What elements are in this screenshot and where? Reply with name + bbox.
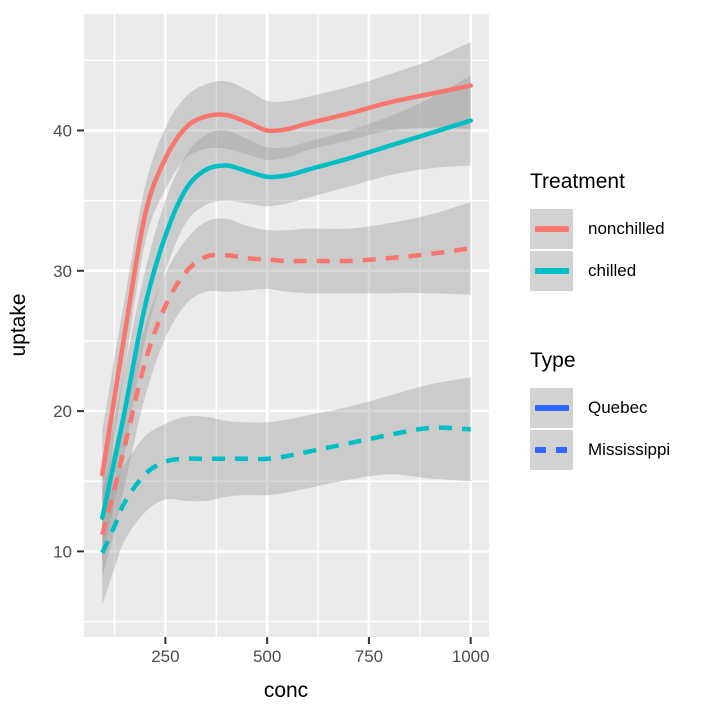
confidence-ribbon-quebec-nonchilled <box>102 42 471 518</box>
legend-key-box <box>530 430 573 470</box>
legend: Treatment nonchilled chilled Type Que <box>530 170 670 472</box>
smooth-line-mississippi-nonchilled <box>100 246 472 536</box>
legend-key-box <box>530 388 573 428</box>
y-tick-label-10: 10 <box>53 542 72 561</box>
confidence-ribbon-quebec-chilled <box>102 75 471 563</box>
y-tick-label-30: 30 <box>53 262 72 281</box>
confidence-ribbon-mississippi-chilled <box>102 377 471 605</box>
x-tick-label-1000: 1000 <box>452 647 490 666</box>
legend-item-mississippi: Mississippi <box>530 430 670 470</box>
x-tick-label-250: 250 <box>151 647 179 666</box>
legend-title-type: Type <box>530 349 576 372</box>
y-axis-title: uptake <box>7 293 30 356</box>
smooth-line-quebec-nonchilled <box>100 83 473 477</box>
legend-key-box <box>530 251 573 291</box>
plot-panel <box>84 14 489 637</box>
legend-item-nonchilled: nonchilled <box>530 209 670 249</box>
legend-label: Mississippi <box>588 440 671 459</box>
smooth-line-quebec-chilled <box>100 118 473 520</box>
legend-group-treatment: Treatment nonchilled chilled <box>530 170 670 291</box>
x-axis-title: conc <box>264 679 308 702</box>
legend-title-treatment: Treatment <box>530 170 625 193</box>
legend-item-chilled: chilled <box>530 251 670 291</box>
x-tick-label-750: 750 <box>355 647 383 666</box>
x-tick-label-500: 500 <box>253 647 281 666</box>
y-tick-label-40: 40 <box>53 121 72 140</box>
solid-line-icon <box>534 405 569 411</box>
smooth-line-mississippi-chilled <box>100 425 471 554</box>
dashed-line-icon <box>534 447 569 453</box>
legend-label: chilled <box>588 261 637 280</box>
legend-label: nonchilled <box>588 219 665 238</box>
legend-label: Quebec <box>588 398 648 417</box>
confidence-ribbon-mississippi-nonchilled <box>102 202 471 579</box>
solid-line-icon <box>534 268 569 274</box>
legend-group-type: Type Quebec Mississippi <box>530 349 670 470</box>
solid-line-icon <box>534 226 569 232</box>
y-tick-label-20: 20 <box>53 402 72 421</box>
legend-item-quebec: Quebec <box>530 388 670 428</box>
legend-key-box <box>530 209 573 249</box>
